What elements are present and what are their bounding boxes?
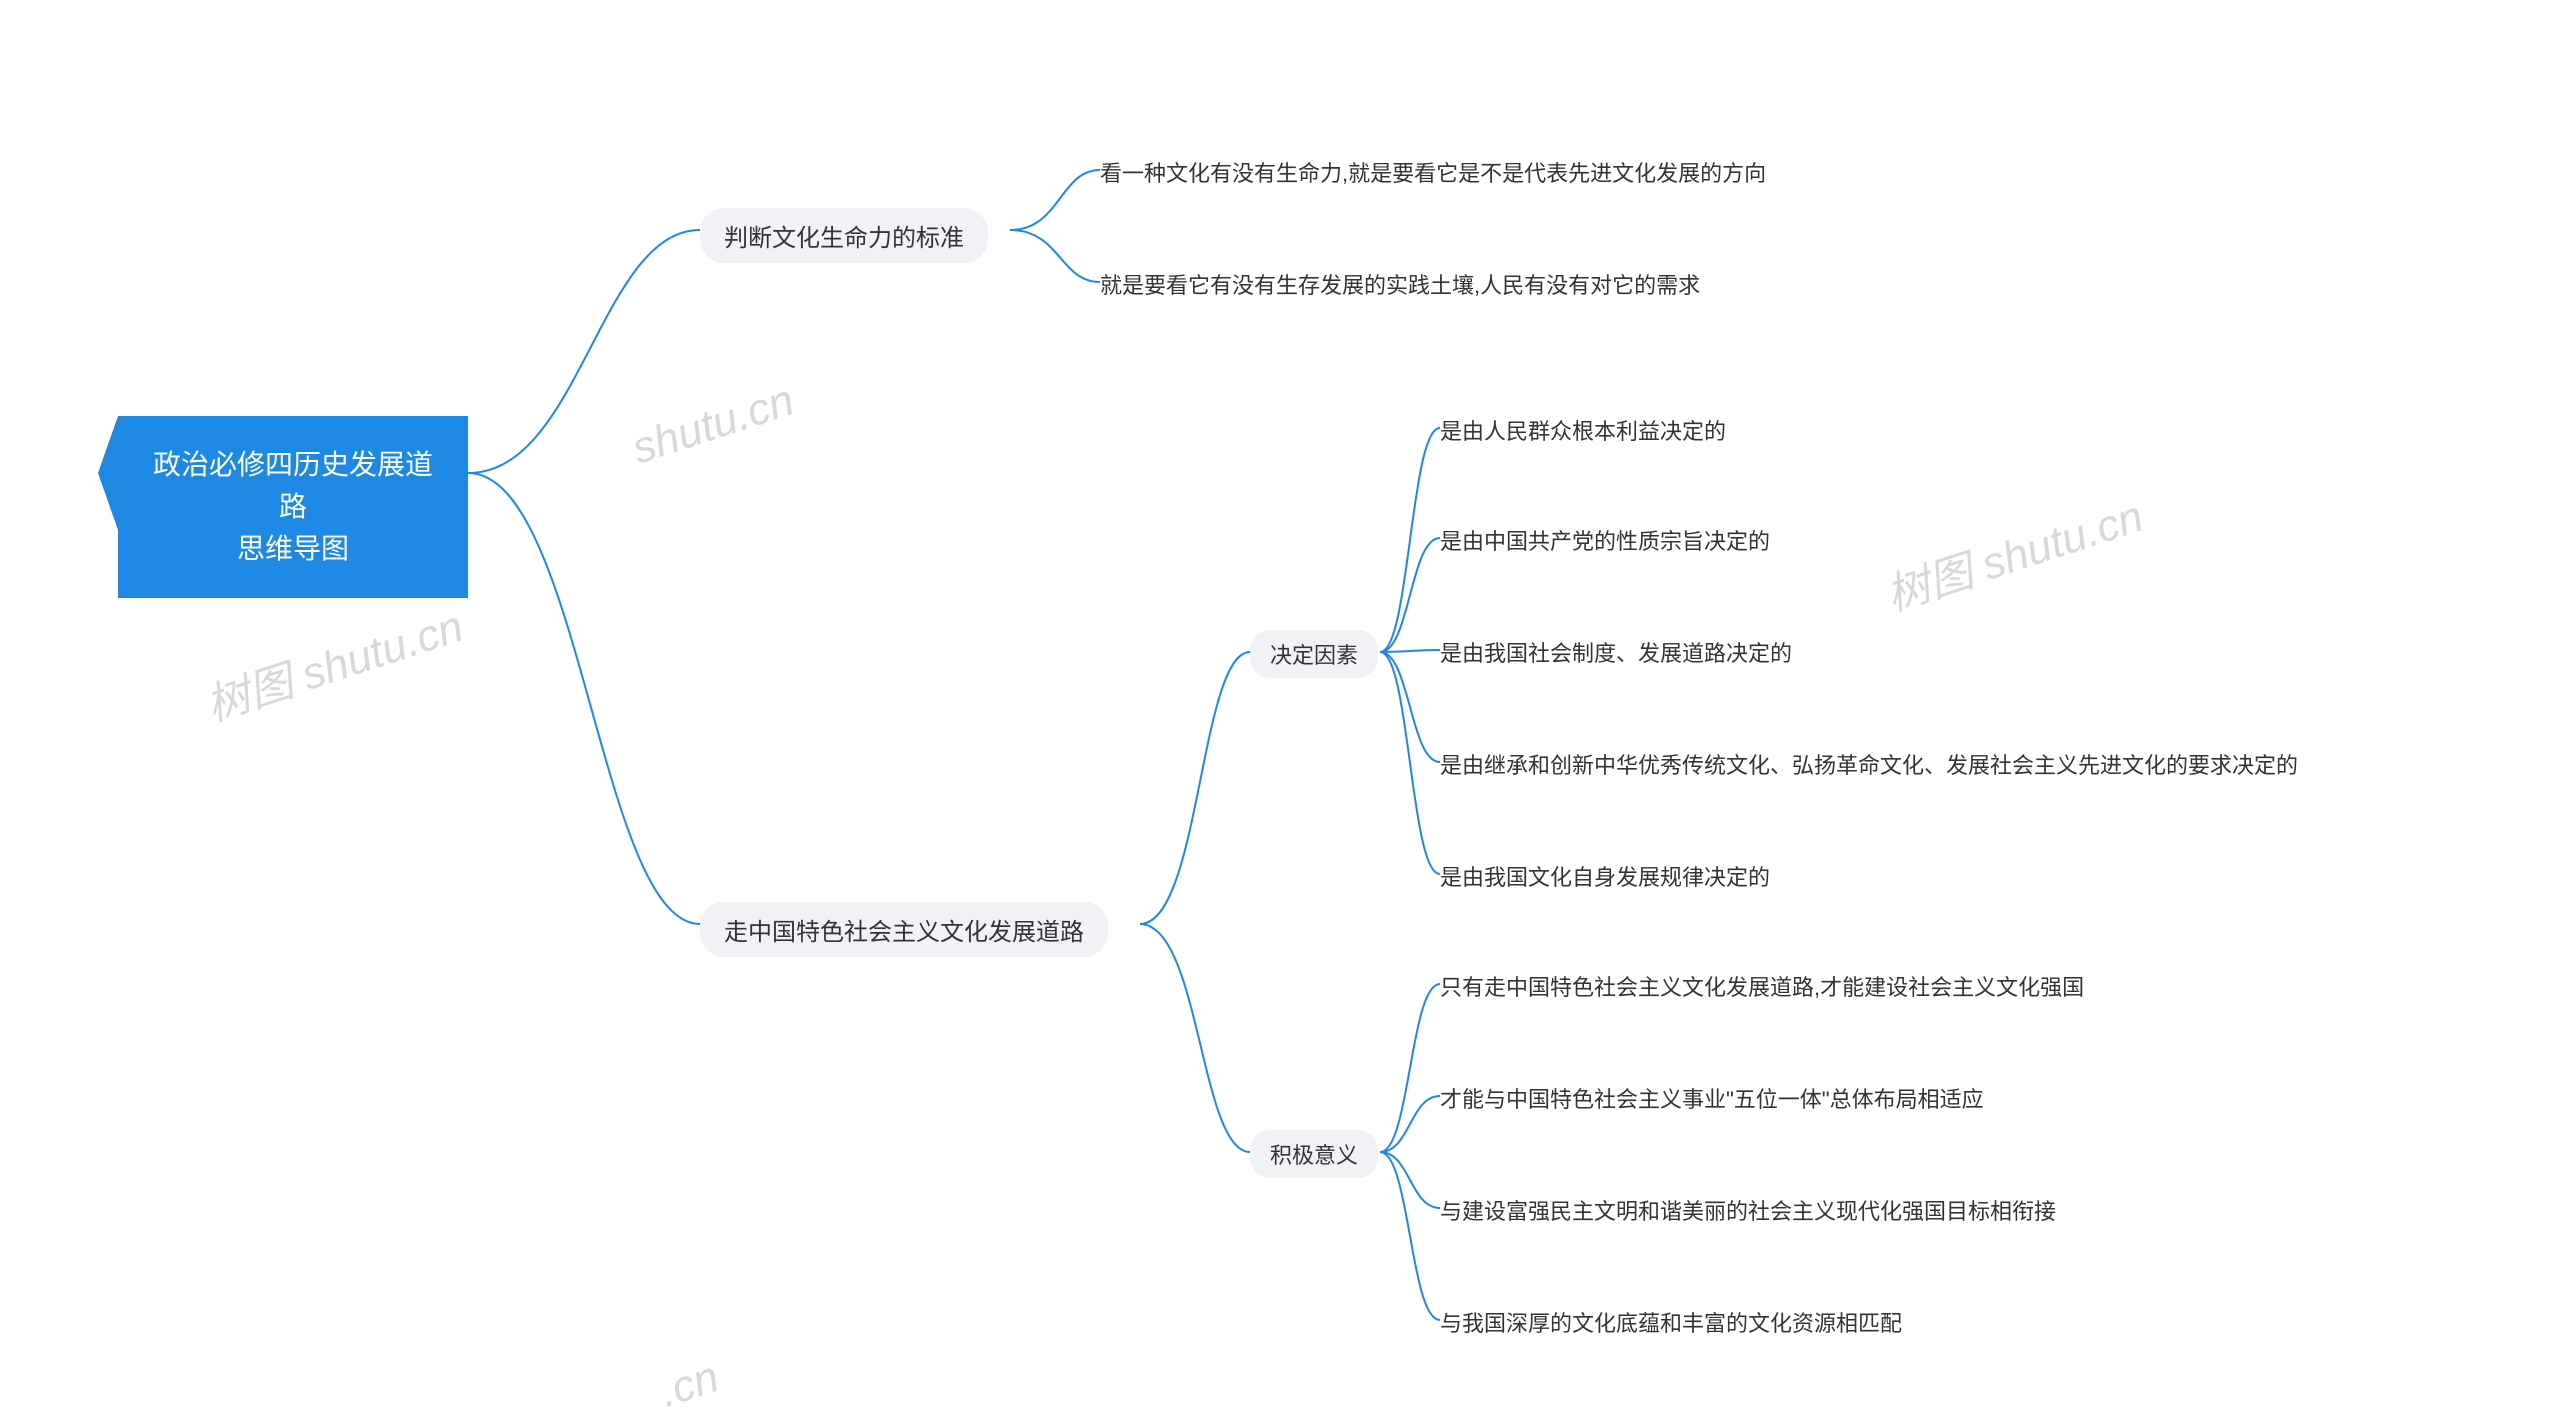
leaf-node: 只有走中国特色社会主义文化发展道路,才能建设社会主义文化强国 bbox=[1440, 970, 2084, 1002]
leaf-node: 是由人民群众根本利益决定的 bbox=[1440, 414, 1726, 446]
leaf-node: 与我国深厚的文化底蕴和丰富的文化资源相匹配 bbox=[1440, 1306, 1902, 1338]
watermark: 树图 shutu.cn bbox=[197, 590, 470, 733]
branch-label: 判断文化生命力的标准 bbox=[724, 225, 964, 252]
leaf-node: 是由中国共产党的性质宗旨决定的 bbox=[1440, 524, 1770, 556]
sub-label: 积极意义 bbox=[1270, 1143, 1358, 1168]
sub-node-significance[interactable]: 积极意义 bbox=[1250, 1130, 1378, 1178]
leaf-node: 就是要看它有没有生存发展的实践土壤,人民有没有对它的需求 bbox=[1100, 268, 1700, 300]
leaf-node: 是由我国社会制度、发展道路决定的 bbox=[1440, 636, 1792, 668]
leaf-node: 是由我国文化自身发展规律决定的 bbox=[1440, 860, 1770, 892]
leaf-node: 看一种文化有没有生命力,就是要看它是不是代表先进文化发展的方向 bbox=[1100, 156, 1766, 188]
watermark: .cn bbox=[654, 1352, 725, 1418]
root-title-line1: 政治必修四历史发展道路 bbox=[153, 449, 433, 522]
root-node[interactable]: 政治必修四历史发展道路 思维导图 bbox=[118, 416, 468, 598]
leaf-node: 是由继承和创新中华优秀传统文化、弘扬革命文化、发展社会主义先进文化的要求决定的 bbox=[1440, 748, 2298, 780]
watermark: shutu.cn bbox=[626, 376, 800, 475]
watermark: 树图 shutu.cn bbox=[1877, 480, 2150, 623]
sub-node-factors[interactable]: 决定因素 bbox=[1250, 630, 1378, 678]
leaf-node: 才能与中国特色社会主义事业"五位一体"总体布局相适应 bbox=[1440, 1082, 1984, 1114]
branch-node-path[interactable]: 走中国特色社会主义文化发展道路 bbox=[700, 902, 1108, 957]
branch-label: 走中国特色社会主义文化发展道路 bbox=[724, 919, 1084, 946]
branch-node-criteria[interactable]: 判断文化生命力的标准 bbox=[700, 208, 988, 263]
connector-lines bbox=[0, 0, 2560, 1389]
root-title-line2: 思维导图 bbox=[237, 533, 349, 564]
sub-label: 决定因素 bbox=[1270, 643, 1358, 668]
leaf-node: 与建设富强民主文明和谐美丽的社会主义现代化强国目标相衔接 bbox=[1440, 1194, 2056, 1226]
